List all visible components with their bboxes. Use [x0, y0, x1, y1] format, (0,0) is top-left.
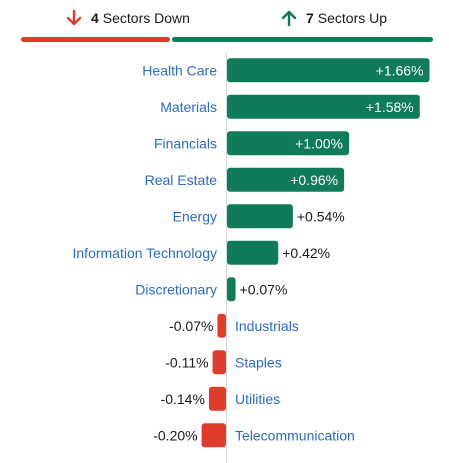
category-label-materials[interactable]: Materials: [160, 99, 217, 115]
zero-axis-line: [226, 52, 227, 463]
sectors-down-summary: 4 Sectors Down: [65, 8, 190, 28]
category-label-telecommunication[interactable]: Telecommunication: [235, 427, 355, 443]
category-label-health-care[interactable]: Health Care: [142, 62, 217, 78]
sectors-down-ratio-bar: [21, 37, 171, 42]
arrow-up-icon: [280, 9, 298, 27]
category-label-financials[interactable]: Financials: [154, 135, 217, 151]
bar-real-estate[interactable]: [227, 167, 345, 192]
value-label: +0.96%: [290, 172, 338, 188]
sectors-down-label: Sectors Down: [102, 10, 190, 26]
sectors-up-summary: 7 Sectors Up: [280, 8, 387, 28]
bar-health-care[interactable]: [227, 58, 430, 83]
value-label: -0.20%: [153, 427, 197, 443]
category-label-information-technology[interactable]: Information Technology: [73, 245, 218, 261]
value-label: -0.14%: [161, 391, 205, 407]
category-label-discretionary[interactable]: Discretionary: [135, 281, 217, 297]
category-label-real-estate[interactable]: Real Estate: [145, 172, 218, 188]
bar-industrials[interactable]: [217, 313, 226, 338]
bar-discretionary[interactable]: [227, 277, 236, 302]
value-label: +1.00%: [295, 135, 343, 151]
value-label: -0.07%: [169, 318, 213, 334]
sectors-down-count: 4: [91, 10, 99, 26]
category-label-energy[interactable]: Energy: [173, 208, 217, 224]
value-label: +0.07%: [240, 281, 288, 297]
value-label: +1.58%: [366, 99, 414, 115]
sectors-up-count: 7: [306, 10, 314, 26]
category-label-industrials[interactable]: Industrials: [235, 318, 299, 334]
value-label: +0.42%: [282, 245, 330, 261]
bar-utilities[interactable]: [208, 386, 226, 411]
bar-information-technology[interactable]: [227, 240, 279, 265]
category-label-utilities[interactable]: Utilities: [235, 391, 280, 407]
value-label: -0.11%: [165, 354, 208, 370]
bar-staples[interactable]: [212, 350, 226, 375]
sectors-up-label: Sectors Up: [317, 10, 388, 26]
bar-energy[interactable]: [227, 204, 293, 229]
value-label: +1.66%: [376, 62, 424, 78]
bar-telecommunication[interactable]: [201, 423, 226, 448]
bar-financials[interactable]: [227, 131, 349, 156]
value-label: +0.54%: [297, 208, 345, 224]
category-label-staples[interactable]: Staples: [235, 354, 282, 370]
arrow-down-icon: [65, 9, 83, 27]
bar-materials[interactable]: [227, 94, 420, 119]
sectors-up-ratio-bar: [172, 37, 433, 42]
